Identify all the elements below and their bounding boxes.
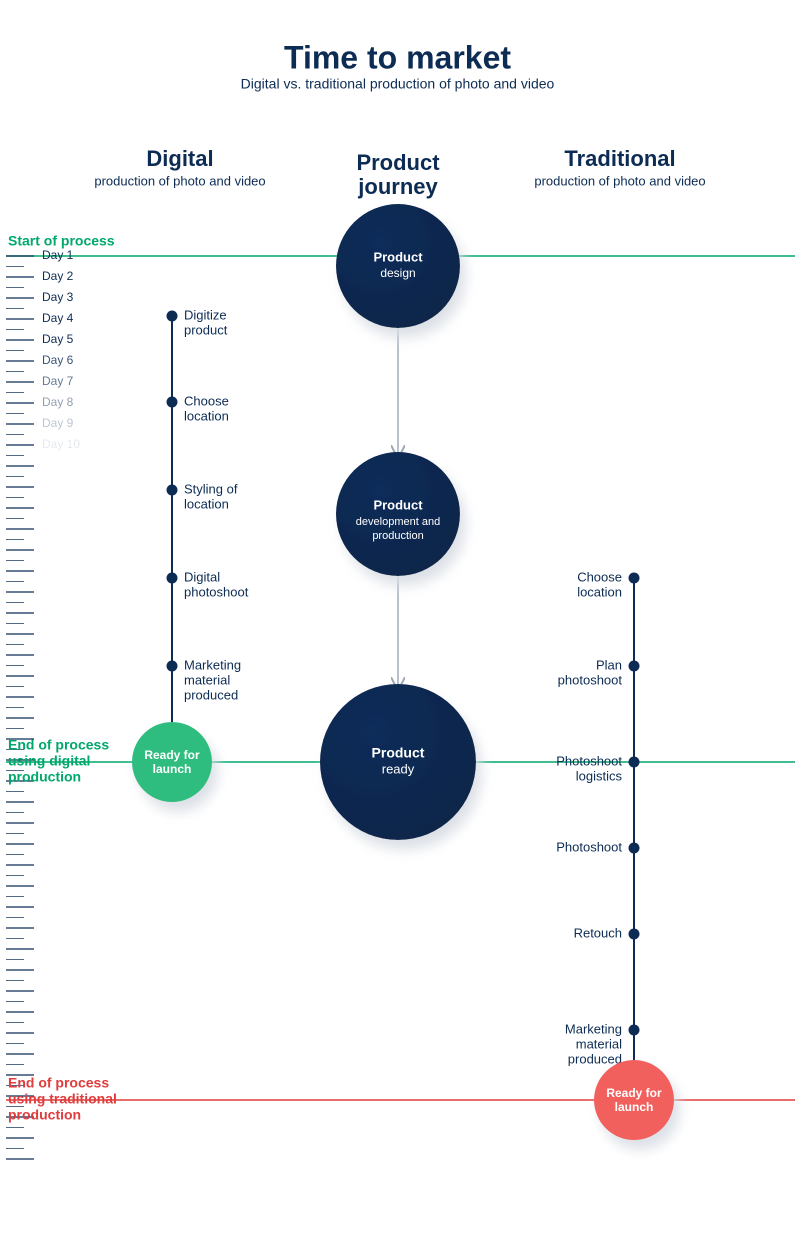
digital-step-label: Styling of [184, 481, 238, 496]
digital-step-dot [167, 573, 178, 584]
traditional-ready-badge: Ready forlaunch [594, 1060, 674, 1140]
digital-step-label: product [184, 322, 228, 337]
traditional-step-label: Retouch [574, 925, 622, 940]
journey-node-sub: production [372, 530, 423, 542]
day-label: Day 5 [42, 332, 74, 346]
digital-step-dot [167, 485, 178, 496]
day-label: Day 4 [42, 311, 74, 325]
day-label: Day 7 [42, 374, 74, 388]
marker-digital-end-label: using digital [8, 753, 90, 769]
journey-node-title: Product [372, 745, 425, 761]
marker-traditional-end-label: using traditional [8, 1091, 117, 1107]
day-label: Day 10 [42, 437, 80, 451]
journey-node: Product design [336, 204, 460, 328]
journey-node: Product development and production [336, 452, 460, 576]
traditional-step-dot [629, 661, 640, 672]
page-subtitle: Digital vs. traditional production of ph… [241, 76, 555, 92]
traditional-step-dot [629, 843, 640, 854]
traditional-step-dot [629, 573, 640, 584]
column-title: Product [356, 150, 440, 175]
digital-step-dot [167, 397, 178, 408]
journey-node-title: Product [373, 497, 423, 512]
journey-node-sub: ready [382, 761, 415, 776]
marker-digital-end-label: End of process [8, 737, 109, 753]
digital-step-label: location [184, 496, 229, 511]
day-label: Day 2 [42, 269, 74, 283]
traditional-step-label: Photoshoot [556, 753, 622, 768]
journey-node-sub: development and [356, 516, 440, 528]
traditional-ready-text: launch [615, 1100, 654, 1114]
digital-step-dot [167, 661, 178, 672]
digital-ready-badge: Ready forlaunch [132, 722, 212, 802]
traditional-step-label: location [577, 584, 622, 599]
traditional-step-label: produced [568, 1051, 622, 1066]
digital-step-label: material [184, 672, 230, 687]
digital-step-label: Choose [184, 393, 229, 408]
day-label: Day 3 [42, 290, 74, 304]
traditional-step-label: photoshoot [558, 672, 623, 687]
digital-ready-text: launch [153, 762, 192, 776]
marker-start-label: Start of process [8, 233, 115, 249]
digital-step-dot [167, 311, 178, 322]
traditional-step-label: Photoshoot [556, 839, 622, 854]
traditional-step-label: Choose [577, 569, 622, 584]
column-subtitle: production of photo and video [94, 173, 265, 188]
day-label: Day 8 [42, 395, 74, 409]
traditional-step-label: material [576, 1036, 622, 1051]
marker-digital-end-label: production [8, 769, 81, 785]
digital-step-label: Marketing [184, 657, 241, 672]
marker-traditional-end-label: production [8, 1107, 81, 1123]
digital-step-label: photoshoot [184, 584, 249, 599]
traditional-step-label: Plan [596, 657, 622, 672]
marker-traditional-end-label: End of process [8, 1075, 109, 1091]
column-title: Digital [146, 146, 213, 171]
day-label: Day 9 [42, 416, 74, 430]
traditional-step-dot [629, 757, 640, 768]
day-label: Day 6 [42, 353, 74, 367]
journey-node-title: Product [373, 249, 423, 264]
digital-step-label: Digitize [184, 307, 227, 322]
digital-ready-text: Ready for [144, 748, 200, 762]
digital-step-label: produced [184, 687, 238, 702]
traditional-ready-text: Ready for [606, 1086, 662, 1100]
column-title: Traditional [564, 146, 675, 171]
digital-step-label: location [184, 408, 229, 423]
journey-node-sub: design [380, 266, 415, 280]
page-title: Time to market [284, 39, 511, 75]
traditional-step-label: logistics [576, 768, 623, 783]
journey-node: Productready [320, 684, 476, 840]
day-label: Day 1 [42, 248, 74, 262]
traditional-step-dot [629, 1025, 640, 1036]
traditional-step-label: Marketing [565, 1021, 622, 1036]
column-subtitle: production of photo and video [534, 173, 705, 188]
column-subtitle: journey [357, 174, 438, 199]
traditional-step-dot [629, 929, 640, 940]
digital-step-label: Digital [184, 569, 220, 584]
